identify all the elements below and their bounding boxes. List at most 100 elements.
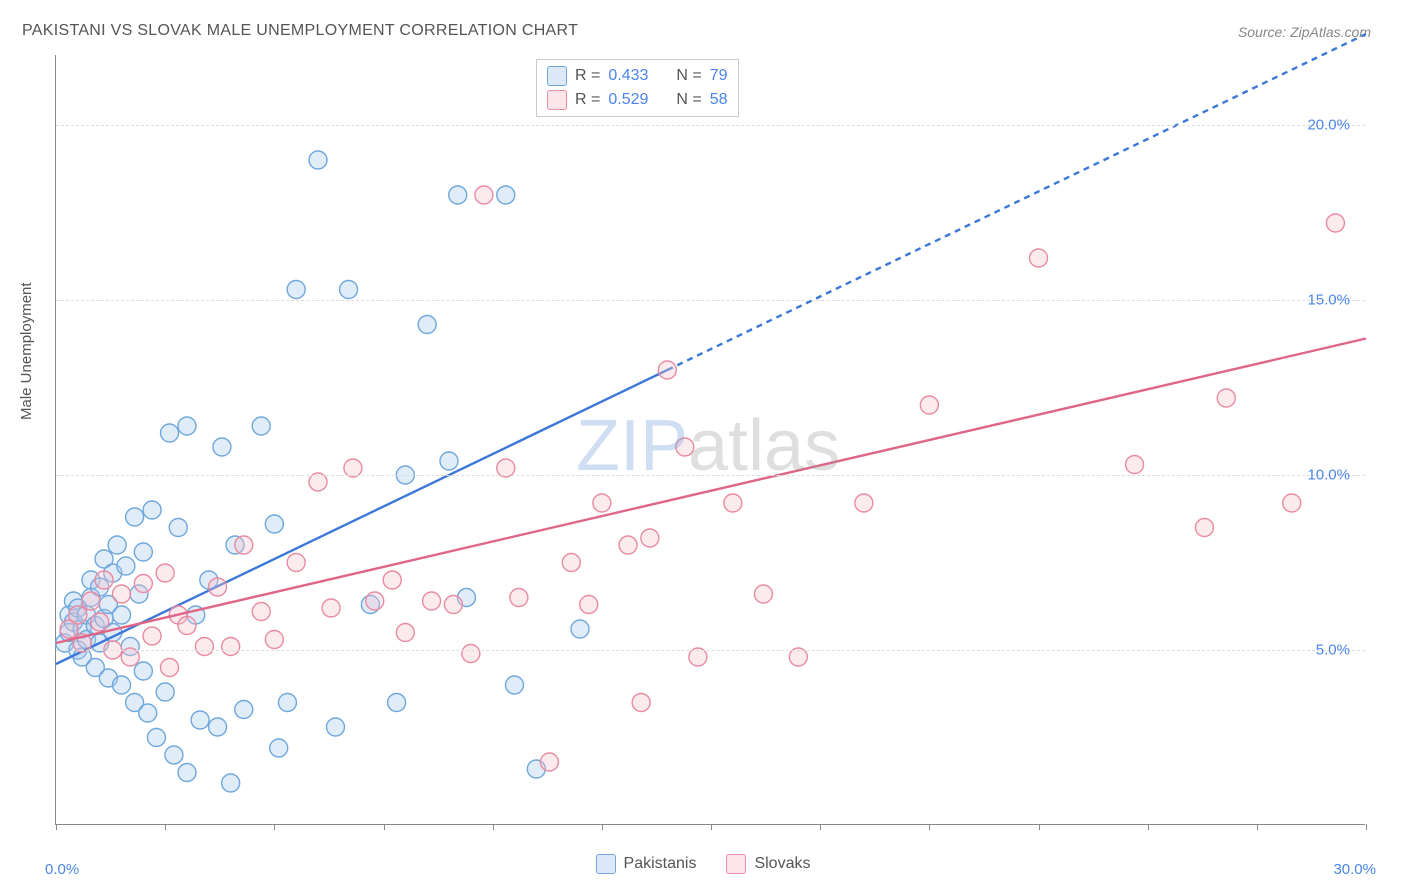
x-tick [820,824,821,830]
gridline-h [56,475,1365,476]
scatter-point [571,620,589,638]
scatter-point [165,746,183,764]
scatter-point [139,704,157,722]
scatter-point [209,718,227,736]
scatter-point [1195,519,1213,537]
chart-title: PAKISTANI VS SLOVAK MALE UNEMPLOYMENT CO… [22,22,578,40]
trend-line-extrapolated [667,34,1366,370]
x-tick [56,824,57,830]
scatter-point [510,589,528,607]
y-tick-label: 20.0% [1307,117,1350,134]
scatter-point [855,494,873,512]
legend-r-value: 0.433 [608,67,648,85]
scatter-point [580,596,598,614]
scatter-point [252,417,270,435]
scatter-point [134,543,152,561]
scatter-point [161,659,179,677]
legend-n-value: 79 [710,67,728,85]
scatter-point [423,592,441,610]
legend-r-label: R = [575,91,600,109]
legend-n-label: N = [676,91,701,109]
legend-r-label: R = [575,67,600,85]
x-tick [274,824,275,830]
plot-area: ZIPatlas R =0.433N =79R =0.529N =58 5.0%… [55,55,1365,825]
scatter-point [754,585,772,603]
scatter-point [497,186,515,204]
legend-swatch [596,854,616,874]
scatter-point [213,438,231,456]
series-legend: Pakistanis Slovaks [0,854,1406,874]
scatter-point [676,438,694,456]
scatter-point [134,575,152,593]
x-tick [1148,824,1149,830]
scatter-point [287,281,305,299]
legend-n-value: 58 [710,91,728,109]
legend-swatch [547,90,567,110]
legend-label: Pakistanis [624,855,697,873]
scatter-point [287,554,305,572]
scatter-point [82,592,100,610]
scatter-point [235,701,253,719]
scatter-point [1326,214,1344,232]
scatter-point [440,452,458,470]
scatter-point [632,694,650,712]
scatter-point [117,557,135,575]
scatter-point [265,631,283,649]
legend-row: R =0.529N =58 [547,88,728,112]
scatter-point [388,694,406,712]
x-tick [384,824,385,830]
scatter-point [134,662,152,680]
scatter-point [265,515,283,533]
x-tick [929,824,930,830]
scatter-point [270,739,288,757]
gridline-h [56,650,1365,651]
scatter-point [309,151,327,169]
scatter-point [126,508,144,526]
legend-label: Slovaks [754,855,810,873]
scatter-point [113,606,131,624]
legend-item: Pakistanis [596,854,697,874]
x-tick [1257,824,1258,830]
scatter-point [475,186,493,204]
scatter-point [619,536,637,554]
scatter-point [178,764,196,782]
scatter-point [69,606,87,624]
scatter-point [562,554,580,572]
scatter-svg [56,55,1365,824]
scatter-point [178,617,196,635]
scatter-point [156,564,174,582]
scatter-point [95,571,113,589]
scatter-point [462,645,480,663]
scatter-point [195,638,213,656]
scatter-point [191,711,209,729]
correlation-legend: R =0.433N =79R =0.529N =58 [536,59,739,117]
scatter-point [396,624,414,642]
scatter-point [1126,456,1144,474]
legend-swatch [547,66,567,86]
scatter-point [113,585,131,603]
x-tick [711,824,712,830]
scatter-point [449,186,467,204]
y-tick-label: 10.0% [1307,467,1350,484]
scatter-point [143,627,161,645]
scatter-point [366,592,384,610]
scatter-point [641,529,659,547]
x-tick [493,824,494,830]
scatter-point [161,424,179,442]
y-tick-label: 15.0% [1307,292,1350,309]
scatter-point [920,396,938,414]
scatter-point [340,281,358,299]
scatter-point [143,501,161,519]
scatter-point [147,729,165,747]
x-tick [1039,824,1040,830]
gridline-h [56,300,1365,301]
scatter-point [169,519,187,537]
legend-item: Slovaks [726,854,810,874]
scatter-point [222,774,240,792]
scatter-point [658,361,676,379]
scatter-point [252,603,270,621]
scatter-point [506,676,524,694]
scatter-point [1283,494,1301,512]
scatter-point [383,571,401,589]
scatter-point [326,718,344,736]
